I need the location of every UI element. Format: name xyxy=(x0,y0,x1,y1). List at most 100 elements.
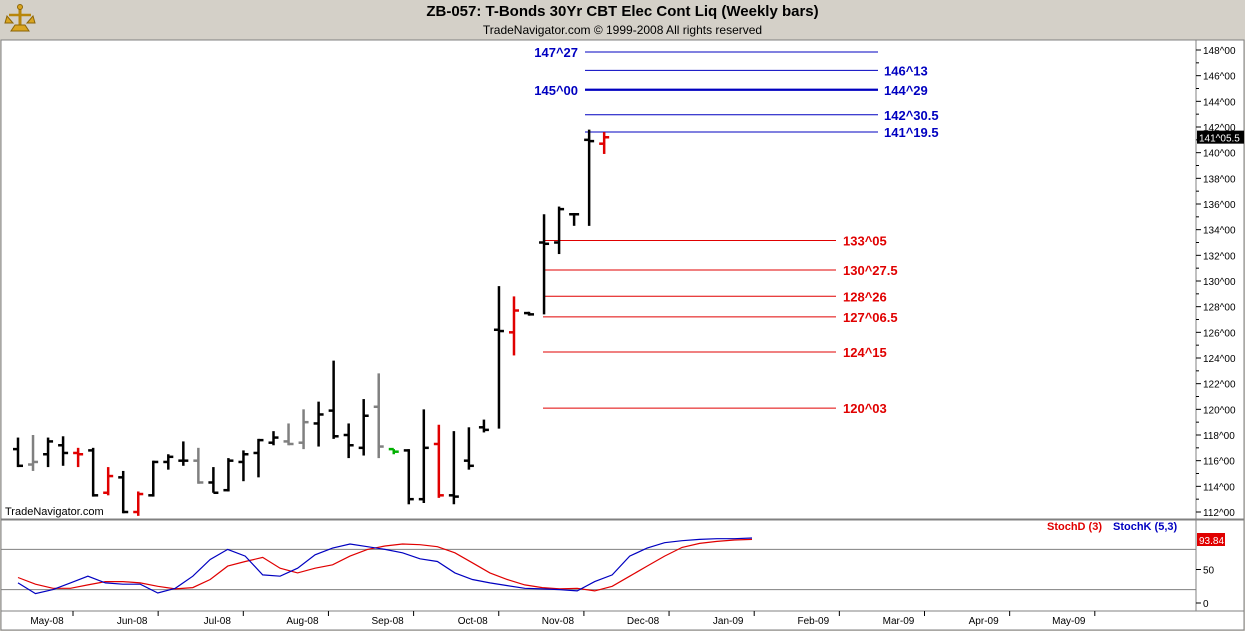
price-tick-label: 148^00 xyxy=(1203,46,1236,57)
price-bar xyxy=(448,431,459,505)
trade-navigator-logo-icon xyxy=(3,3,37,35)
date-tick-label: Sep-08 xyxy=(371,616,404,627)
stochastic-panel xyxy=(0,519,1197,612)
chart-title: ZB-057: T-Bonds 30Yr CBT Elec Cont Liq (… xyxy=(426,3,819,20)
fib-upper-label: 146^13 xyxy=(884,63,928,78)
fib-lower-label: 130^27.5 xyxy=(843,263,898,278)
price-bar xyxy=(463,427,474,470)
price-bar xyxy=(253,438,264,478)
watermark-text: TradeNavigator.com xyxy=(5,506,104,518)
date-tick-label: Dec-08 xyxy=(627,616,660,627)
price-bar xyxy=(539,214,550,315)
price-tick-label: 128^00 xyxy=(1203,303,1236,314)
stochastic-last-label: 93.84 xyxy=(1199,536,1224,547)
copyright-notice: TradeNavigator.com © 1999-2008 All right… xyxy=(482,23,763,37)
price-tick-label: 120^00 xyxy=(1203,405,1236,416)
price-tick-label: 140^00 xyxy=(1203,149,1236,160)
price-bar xyxy=(283,423,294,446)
fib-upper-label: 144^29 xyxy=(884,83,928,98)
price-tick-label: 130^00 xyxy=(1203,277,1236,288)
fib-upper-label: 142^30.5 xyxy=(884,108,939,123)
price-bar xyxy=(103,467,114,496)
price-bar xyxy=(43,437,54,468)
price-bar xyxy=(58,436,69,466)
price-bar xyxy=(118,470,129,514)
last-price-box xyxy=(1197,130,1244,144)
stochastic-last-value: 93.84 xyxy=(1197,533,1225,547)
price-bar xyxy=(343,423,354,459)
price-bar xyxy=(208,467,219,494)
stochastic-tick-label: 0 xyxy=(1203,599,1209,610)
fib-lower-label: 133^05 xyxy=(843,233,887,248)
stochastic-last-box xyxy=(1197,533,1225,546)
price-tick-label: 144^00 xyxy=(1203,97,1236,108)
price-bar xyxy=(28,435,39,471)
date-tick-label: May-08 xyxy=(30,616,64,627)
price-bar xyxy=(554,206,565,255)
date-axis-panel xyxy=(0,610,1245,631)
price-tick-label: 126^00 xyxy=(1203,328,1236,339)
price-bar xyxy=(193,447,204,484)
price-tick-label: 112^00 xyxy=(1203,508,1235,519)
fib-lower-label: 124^15 xyxy=(843,345,887,360)
price-tick-label: 134^00 xyxy=(1203,226,1236,237)
price-tick-label: 142^00 xyxy=(1203,123,1236,134)
date-tick-label: Jun-08 xyxy=(117,616,148,627)
price-bar xyxy=(403,449,414,505)
date-tick-label: Mar-09 xyxy=(883,616,915,627)
date-tick-label: May-09 xyxy=(1052,616,1086,627)
price-panel xyxy=(0,39,1197,520)
date-tick-label: Oct-08 xyxy=(458,616,488,627)
price-bar xyxy=(599,132,610,154)
price-bar xyxy=(584,129,595,226)
price-bar xyxy=(73,447,84,468)
price-tick-label: 122^00 xyxy=(1203,380,1236,391)
price-bar xyxy=(493,286,504,429)
price-tick-label: 138^00 xyxy=(1203,174,1236,185)
price-tick-label: 146^00 xyxy=(1203,72,1236,83)
price-axis-panel xyxy=(1195,39,1245,520)
price-bar xyxy=(313,401,324,447)
price-tick-label: 124^00 xyxy=(1203,354,1236,365)
price-bar xyxy=(223,458,234,492)
price-bar xyxy=(148,460,159,497)
date-tick-label: Feb-09 xyxy=(798,616,830,627)
price-bar xyxy=(133,491,144,516)
price-bar xyxy=(418,409,429,504)
price-bar xyxy=(373,373,384,459)
price-bar xyxy=(433,424,444,498)
date-tick-label: Apr-09 xyxy=(969,616,999,627)
date-tick-label: Aug-08 xyxy=(286,616,319,627)
price-bar xyxy=(358,399,369,456)
date-axis: May-08 Jun-08 Jul-08 Aug-08 Sep-08 Oct-08 Nov-… xyxy=(30,611,1096,627)
fib-lower-label: 120^03 xyxy=(843,401,887,416)
price-bar xyxy=(268,431,279,446)
legend-stoch-d: StochD (3) xyxy=(1047,521,1102,533)
fib-upper-label: 147^27 xyxy=(534,45,578,60)
price-bar xyxy=(508,296,519,356)
fib-lower-label: 127^06.5 xyxy=(843,310,898,325)
fib-lower-label: 128^26 xyxy=(843,289,887,304)
stoch-k-line xyxy=(17,537,753,595)
price-bar xyxy=(163,454,174,470)
price-tick-label: 116^00 xyxy=(1203,457,1235,468)
price-tick-label: 114^00 xyxy=(1203,482,1235,493)
price-axis: 148^00 146^00 144^00 142^00 140^00 138^00 136^… xyxy=(1196,46,1236,519)
price-bar xyxy=(298,409,309,450)
price-bar xyxy=(178,441,189,466)
price-tick-label: 132^00 xyxy=(1203,251,1236,262)
price-bar xyxy=(328,360,339,439)
price-bar xyxy=(524,311,535,316)
price-tick-label: 118^00 xyxy=(1203,431,1235,442)
fibonacci-levels: 147^27 146^13 144^29 145^00 142^30.5 141^19.5… xyxy=(534,45,938,416)
chart-header: ZB-057: T-Bonds 30Yr CBT Elec Cont Liq (… xyxy=(0,0,1245,40)
fib-upper-label: 141^19.5 xyxy=(884,125,939,140)
last-price-marker: 141^05.5 xyxy=(1197,130,1244,145)
price-bar xyxy=(88,447,99,497)
stochastic-tick-label: 50 xyxy=(1203,566,1215,577)
last-price-label: 141^05.5 xyxy=(1199,134,1240,145)
price-bar xyxy=(13,437,23,468)
stochastic-lines xyxy=(17,537,753,595)
